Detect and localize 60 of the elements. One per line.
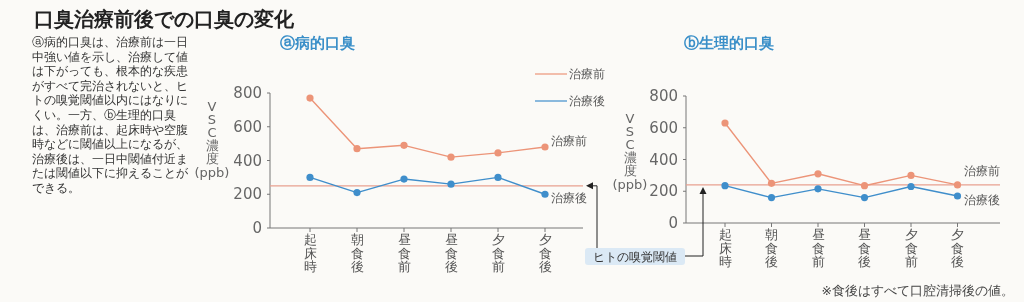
x-tick-label: 朝食後 [764, 227, 779, 269]
y-tick-label: 200 [649, 182, 678, 201]
point [953, 181, 962, 189]
y-tick-label: 0 [252, 219, 262, 237]
y-tick-label: 800 [233, 84, 262, 102]
y-tick-label: 400 [233, 151, 262, 170]
point [860, 182, 869, 190]
y-axis-title: VSC濃度(ppb) [612, 111, 648, 192]
series-label: 治療前 [963, 163, 1000, 178]
y-tick-label: 200 [233, 185, 262, 204]
chart-title: ⓑ生理的口臭 [684, 34, 774, 52]
point [721, 119, 729, 127]
point [907, 182, 915, 191]
point [767, 179, 776, 187]
point [400, 141, 408, 149]
point [907, 171, 915, 179]
y-tick-label: 600 [649, 118, 678, 137]
text: 治療前 [551, 134, 587, 148]
x-tick-label: 昼食前 [811, 227, 825, 269]
point [306, 94, 314, 102]
point [353, 145, 361, 153]
x-tick-label: 起床時 [303, 232, 317, 274]
point [860, 194, 869, 202]
y-tick-label: 600 [233, 117, 262, 136]
x-tick-label: 昼食後 [444, 232, 458, 274]
point [767, 194, 776, 202]
point [541, 143, 549, 151]
point [400, 175, 408, 183]
point [353, 188, 361, 197]
point [814, 170, 822, 178]
chart-title: ⓐ病的口臭 [280, 34, 355, 52]
text: 口臭治療前後での口臭の変化 [34, 6, 294, 33]
point [306, 173, 314, 181]
y-axis-title: VSC濃度(ppb) [194, 99, 230, 180]
x-tick-label: 夕食後 [950, 227, 965, 269]
y-tick-label: 0 [668, 214, 678, 232]
point [447, 180, 455, 188]
point [494, 173, 502, 181]
legend-label: 治療後 [569, 94, 605, 108]
point [814, 185, 822, 193]
x-tick-label: 夕食後 [538, 232, 552, 274]
legend-label: 治療前 [569, 67, 605, 81]
ref-line-label: ヒトの嗅覚閾値 [593, 250, 677, 264]
series-label: 治療後 [963, 193, 1000, 208]
x-tick-label: 昼食後 [857, 227, 872, 269]
point [953, 192, 962, 200]
text: 治療後 [551, 191, 587, 206]
text: ※食後はすべて口腔清掃後の値。 [821, 283, 1014, 298]
y-tick-label: 400 [649, 150, 678, 169]
point [447, 153, 455, 161]
y-tick-label: 800 [649, 87, 678, 105]
x-tick-label: 起床時 [718, 227, 732, 269]
x-tick-label: 夕食前 [491, 232, 505, 274]
point [494, 149, 502, 157]
x-tick-label: 昼食前 [397, 232, 411, 274]
point [541, 190, 549, 198]
x-tick-label: 朝食後 [350, 232, 364, 274]
point [721, 182, 729, 190]
text: ⓐ病的口臭は、治療前は一日中強い値を示し、治療して値は下がっても、根本的な疾患がすべて完治されないと、ヒトの嗅覚閾値以内にはなりにくい。一方、ⓑ生理的口臭は、治療前は、起床時や空腹時などに閾値以上になるが、治療後は、一日中閾値付近または閾値以下に抑えることができる。 [32, 35, 188, 195]
x-tick-label: 夕食前 [904, 227, 918, 269]
